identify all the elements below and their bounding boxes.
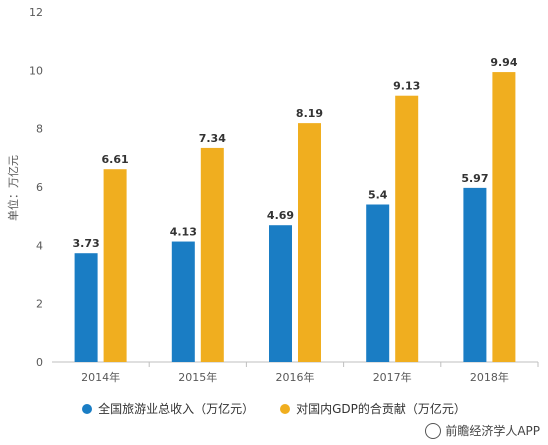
legend-label-series-1: 全国旅游业总收入（万亿元） (98, 402, 255, 416)
y-tick-label: 4 (36, 239, 43, 252)
bar-series-1[interactable] (171, 241, 195, 362)
data-label-series-1: 3.73 (73, 237, 100, 250)
legend-item-series-1[interactable]: 全国旅游业总收入（万亿元） (82, 400, 254, 417)
data-label-series-1: 4.69 (267, 209, 294, 222)
legend-item-series-2[interactable]: 对国内GDP的合贡献（万亿元） (280, 400, 466, 417)
bar-series-1[interactable] (74, 253, 98, 362)
watermark-text: 前瞻经济学人APP (445, 424, 540, 438)
bar-series-2[interactable] (200, 147, 224, 362)
bar-series-2[interactable] (103, 169, 127, 362)
data-label-series-2: 7.34 (199, 132, 226, 145)
y-axis-ticks: 0 2 4 6 8 10 12 (29, 6, 43, 369)
brand-logo-icon (425, 422, 442, 439)
x-tick-label: 2015年 (178, 370, 217, 384)
y-tick-label: 12 (29, 6, 43, 19)
legend-label-series-2: 对国内GDP的合贡献（万亿元） (296, 402, 466, 416)
x-tick-label: 2018年 (470, 370, 509, 384)
data-label-series-1: 5.97 (461, 172, 488, 185)
y-tick-label: 8 (36, 123, 43, 136)
bar-series-1[interactable] (269, 225, 292, 362)
x-axis-ticks: 2014年 2015年 2016年 2017年 2018年 (81, 362, 539, 384)
bar-series-2[interactable] (298, 123, 321, 362)
data-label-series-2: 9.94 (490, 56, 517, 69)
y-tick-label: 0 (36, 356, 43, 369)
y-tick-label: 10 (29, 64, 43, 77)
y-tick-label: 6 (36, 181, 43, 194)
data-label-series-1: 5.4 (368, 189, 388, 202)
source-watermark: 前瞻经济学人APP (425, 422, 540, 439)
bars: 3.73 6.61 4.13 7.34 4.69 8.19 5.4 9.13 5.97 9.94 (73, 56, 518, 362)
legend: 全国旅游业总收入（万亿元） 对国内GDP的合贡献（万亿元） (0, 400, 548, 417)
x-tick-label: 2014年 (81, 370, 120, 384)
data-label-series-1: 4.13 (170, 226, 197, 239)
data-label-series-2: 8.19 (296, 107, 323, 120)
bar-chart: 单位：万亿元 0 2 4 6 8 10 12 3.73 6.61 4.13 7.34 4.69 8.1… (6, 6, 539, 384)
x-tick-label: 2016年 (276, 370, 315, 384)
legend-marker-series-1 (82, 403, 93, 414)
legend-marker-series-2 (280, 403, 291, 414)
data-label-series-2: 6.61 (102, 153, 129, 166)
bar-series-1[interactable] (463, 187, 487, 362)
bar-series-1[interactable] (366, 204, 390, 363)
y-axis-label: 单位：万亿元 (6, 155, 20, 221)
bar-series-2[interactable] (492, 72, 516, 362)
x-tick-label: 2017年 (373, 370, 412, 384)
y-tick-label: 2 (36, 298, 43, 311)
bar-series-2[interactable] (395, 95, 419, 362)
data-label-series-2: 9.13 (393, 80, 420, 93)
